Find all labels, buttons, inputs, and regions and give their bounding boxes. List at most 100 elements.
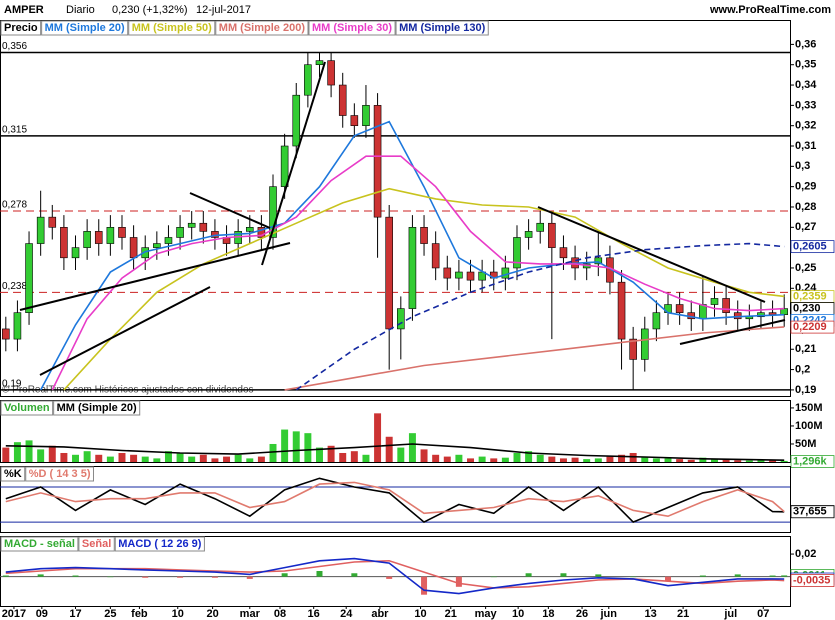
candle-body — [617, 281, 626, 340]
candle-body — [176, 227, 184, 238]
last-value-label: -0,0035 — [793, 575, 830, 587]
last-value-box — [790, 574, 835, 587]
candle-body — [292, 94, 301, 147]
volume-bar — [141, 456, 149, 462]
y-tick-label: 150M — [795, 402, 823, 414]
volume-bar — [211, 458, 219, 462]
x-tick-label: 25 — [104, 608, 116, 620]
legend-item: MM (Simple 20) — [41, 20, 129, 36]
volume-bar — [106, 456, 114, 462]
candle-body — [397, 308, 405, 330]
legend-box — [128, 20, 216, 36]
histogram-bar — [72, 575, 79, 577]
candle-body — [640, 328, 649, 360]
legend-item: Volumen — [0, 400, 54, 416]
candle-body — [304, 64, 312, 96]
volume-bar — [699, 457, 707, 462]
volume-bar — [304, 433, 312, 462]
indicator-line — [5, 557, 785, 595]
y-tick-label: 0,27 — [795, 221, 816, 233]
volume-bar — [687, 459, 695, 462]
x-tick-label: 26 — [576, 608, 588, 620]
legend-item: MACD ( 12 26 9) — [114, 536, 205, 552]
volume-bar — [443, 456, 451, 462]
ticker: AMPER — [4, 4, 44, 16]
x-tick-label: 10 — [414, 608, 426, 620]
candle-body — [129, 237, 138, 259]
quote: 0,230 (+1,32%) — [112, 4, 188, 16]
volume-bar — [25, 440, 33, 462]
volume-bar — [362, 454, 370, 462]
histogram-bar — [490, 576, 497, 578]
x-tick-label: abr — [371, 608, 389, 620]
candle-body — [48, 216, 57, 228]
volume-bar — [385, 436, 393, 462]
legend-box — [308, 20, 396, 36]
candle-body — [36, 216, 45, 244]
x-tick-label: 07 — [757, 608, 769, 620]
legend-item: MM (Simple 20) — [53, 400, 141, 416]
candle-body — [408, 227, 417, 309]
legend-label: Volumen — [4, 402, 50, 414]
legend-item: MM (Simple 200) — [215, 20, 309, 36]
legend-label: MACD - señal — [4, 538, 75, 550]
candle-body — [338, 84, 347, 116]
candle-body — [187, 222, 196, 228]
legend-item: MM (Simple 130) — [395, 20, 489, 36]
x-tick-label: 2017 — [2, 608, 26, 620]
x-tick-label: 21 — [677, 608, 689, 620]
x-tick-label: mar — [240, 608, 261, 620]
histogram-bar — [665, 576, 672, 582]
volume-bar — [594, 458, 602, 462]
candle-body — [443, 267, 452, 279]
candle-body — [350, 115, 359, 126]
volume-bar — [780, 460, 788, 462]
candle-body — [675, 304, 684, 313]
legend-box — [0, 20, 42, 36]
legend-label: Señal — [82, 538, 111, 550]
legend-item: MM (Simple 30) — [308, 20, 396, 36]
volume-bar — [722, 459, 730, 462]
indicator-line — [295, 242, 785, 391]
legend-label: %D ( 14 3 5) — [29, 468, 91, 480]
indicator-line — [51, 155, 785, 391]
legend-box — [53, 400, 141, 416]
volume-bar — [374, 413, 382, 462]
volume-bar — [281, 429, 289, 462]
volume-bar — [536, 454, 544, 462]
volume-bar — [420, 449, 428, 462]
volume-bar — [130, 454, 138, 462]
volume-bar — [408, 433, 416, 462]
y-tick-label: 0,19 — [795, 384, 816, 396]
candle-body — [2, 328, 10, 340]
histogram-bar — [107, 576, 114, 578]
histogram-bar — [316, 571, 323, 577]
volume-bar — [559, 458, 567, 462]
legend-box — [215, 20, 309, 36]
trend-line — [19, 242, 291, 311]
volume-bar — [60, 452, 68, 462]
histogram-bar — [734, 574, 741, 577]
last-value-box — [790, 320, 835, 334]
histogram-bar — [769, 575, 776, 577]
y-tick-label: 0,21 — [795, 343, 816, 355]
last-value-label: 0,2359 — [793, 291, 827, 303]
volume-bar — [188, 456, 196, 462]
candle-body — [257, 227, 266, 238]
y-tick-label: 0,25 — [795, 262, 816, 274]
last-value-box — [790, 240, 835, 254]
legend-label: MM (Simple 20) — [45, 22, 125, 34]
candle-body — [524, 231, 533, 238]
y-tick-label: 0,29 — [795, 181, 816, 193]
volume-bar — [734, 460, 742, 462]
volume-bar — [664, 458, 672, 462]
volume-bar — [83, 451, 91, 462]
candle-body — [153, 243, 161, 248]
volume-bar — [745, 460, 753, 462]
volume-bar — [199, 454, 207, 462]
x-tick-label: 09 — [36, 608, 48, 620]
volume-bar — [13, 442, 21, 462]
histogram-bar — [142, 576, 149, 578]
volume-bar — [118, 452, 126, 462]
